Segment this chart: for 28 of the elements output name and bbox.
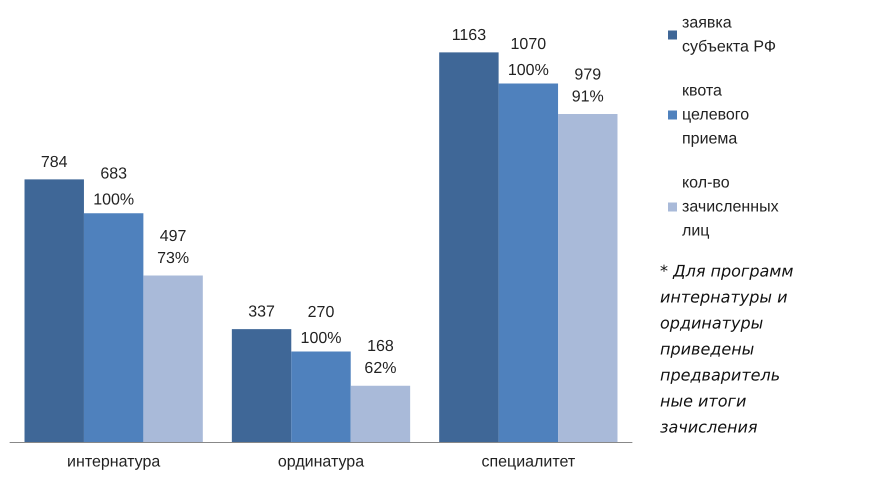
- bar: [350, 386, 410, 442]
- text: * Для программ интернатуры и ординатуры приведены предварительные итоги зачисления: [660, 262, 799, 436]
- annotation: 100%: [300, 330, 342, 348]
- bar: [143, 276, 203, 442]
- bar: [498, 84, 558, 442]
- data-label: 337: [248, 304, 276, 321]
- legend-label: квота целевого приема: [682, 82, 754, 148]
- legend-label: кол-во зачисленных лиц: [682, 174, 784, 240]
- data-label: 497 73%: [157, 228, 190, 268]
- data-label: 979 91%: [572, 66, 604, 106]
- bar: [439, 52, 499, 442]
- legend-label: заявка субъекта РФ: [682, 14, 776, 56]
- bar: [232, 329, 292, 442]
- annotation: 100%: [508, 62, 549, 80]
- bar: [558, 114, 618, 442]
- data-label: 683: [100, 166, 128, 183]
- x-tick-label: интернатура: [67, 454, 160, 470]
- data-label: 270: [308, 304, 334, 322]
- x-tick-label: ординатура: [278, 454, 364, 470]
- data-label: 1163: [452, 26, 486, 44]
- bar: [24, 179, 84, 442]
- data-label: 1070: [510, 36, 546, 54]
- bar: [291, 352, 351, 442]
- data-label: 784: [40, 154, 68, 171]
- annotation: 100%: [93, 192, 134, 209]
- bar: [84, 213, 144, 442]
- x-tick-label: специалитет: [481, 454, 576, 470]
- data-label: 168 62%: [364, 338, 396, 378]
